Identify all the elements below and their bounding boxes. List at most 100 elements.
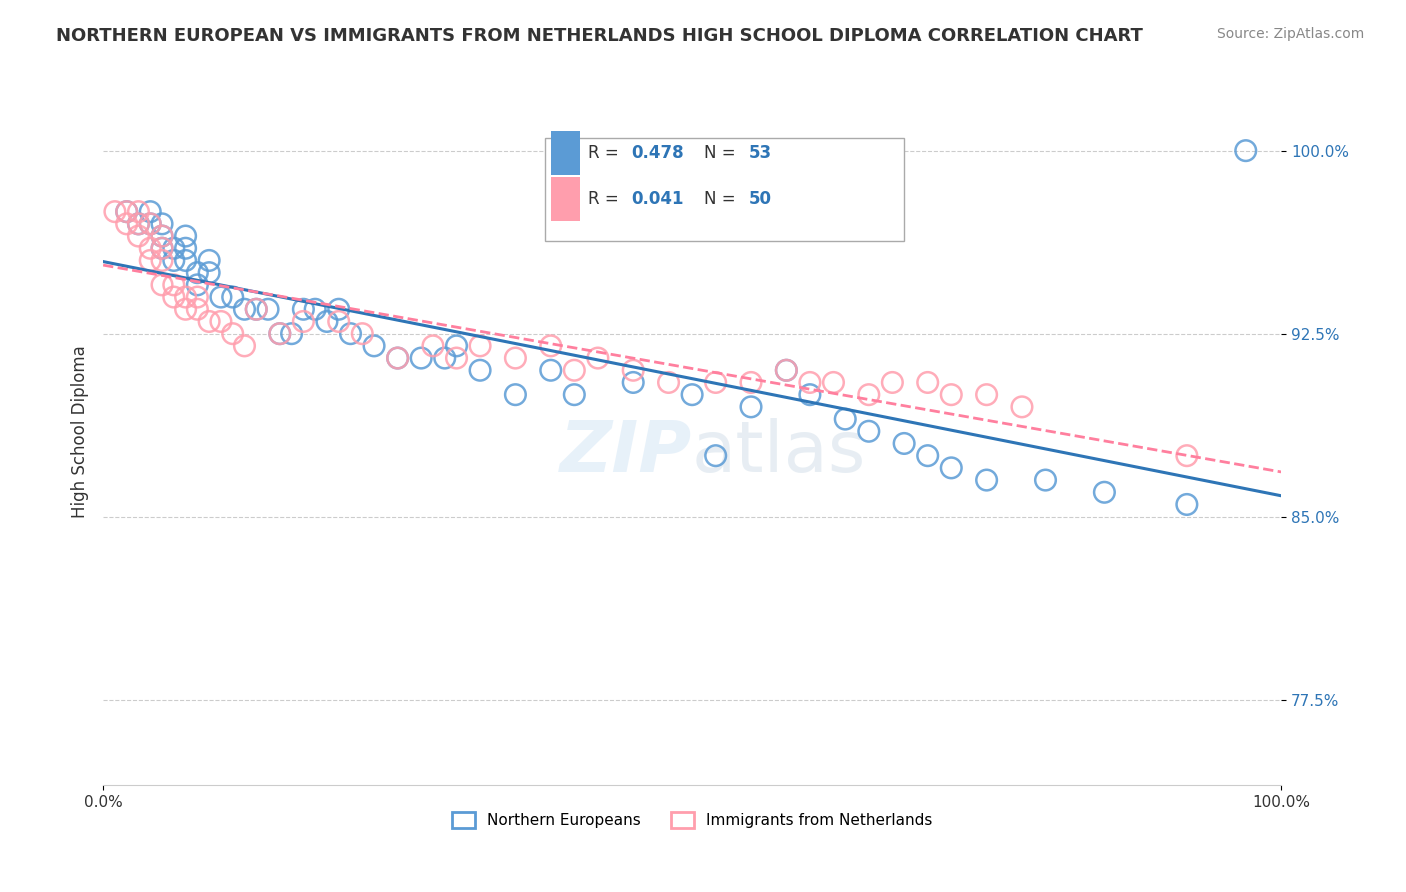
Point: [269, 326, 291, 341]
Point: [941, 461, 963, 475]
Point: [1175, 498, 1198, 512]
Text: 50: 50: [748, 191, 772, 209]
Point: [163, 253, 186, 268]
Point: [704, 449, 727, 463]
Point: [505, 387, 527, 401]
Point: [446, 351, 468, 365]
Point: [233, 302, 256, 317]
Point: [174, 241, 197, 255]
Point: [540, 339, 562, 353]
Point: [245, 302, 267, 317]
Point: [292, 314, 315, 328]
Point: [562, 387, 585, 401]
Point: [799, 376, 821, 390]
Point: [222, 290, 245, 304]
Point: [139, 253, 162, 268]
Point: [316, 314, 339, 328]
Point: [339, 326, 361, 341]
Point: [740, 376, 762, 390]
Text: R =: R =: [589, 191, 624, 209]
Point: [127, 217, 149, 231]
Point: [799, 387, 821, 401]
Point: [127, 229, 149, 244]
Point: [174, 290, 197, 304]
Point: [586, 351, 609, 365]
Point: [1175, 449, 1198, 463]
Point: [163, 241, 186, 255]
Point: [422, 339, 444, 353]
Text: N =: N =: [704, 191, 741, 209]
Point: [468, 339, 491, 353]
Point: [150, 277, 173, 292]
Point: [139, 241, 162, 255]
Point: [387, 351, 409, 365]
Point: [174, 229, 197, 244]
Point: [834, 412, 856, 426]
Point: [150, 253, 173, 268]
Point: [163, 290, 186, 304]
FancyBboxPatch shape: [546, 138, 904, 241]
Point: [292, 302, 315, 317]
Point: [139, 217, 162, 231]
Point: [505, 351, 527, 365]
Point: [740, 400, 762, 414]
Point: [621, 363, 644, 377]
Point: [328, 302, 350, 317]
Point: [245, 302, 267, 317]
Point: [150, 229, 173, 244]
Point: [917, 376, 939, 390]
Point: [468, 363, 491, 377]
Point: [139, 204, 162, 219]
Point: [917, 449, 939, 463]
Point: [198, 314, 221, 328]
Point: [1035, 473, 1057, 487]
Point: [1234, 144, 1257, 158]
Point: [775, 363, 797, 377]
Point: [1011, 400, 1033, 414]
Point: [163, 277, 186, 292]
Point: [540, 363, 562, 377]
Point: [115, 204, 138, 219]
Point: [104, 204, 127, 219]
Point: [115, 217, 138, 231]
Text: Source: ZipAtlas.com: Source: ZipAtlas.com: [1216, 27, 1364, 41]
Point: [658, 376, 681, 390]
Text: 0.478: 0.478: [631, 145, 683, 162]
Point: [198, 266, 221, 280]
Point: [433, 351, 456, 365]
Point: [882, 376, 904, 390]
Text: ZIP: ZIP: [560, 418, 692, 487]
Point: [941, 387, 963, 401]
Point: [704, 376, 727, 390]
Point: [186, 290, 208, 304]
Point: [186, 277, 208, 292]
Point: [174, 302, 197, 317]
Point: [775, 363, 797, 377]
Legend: Northern Europeans, Immigrants from Netherlands: Northern Europeans, Immigrants from Neth…: [446, 805, 939, 834]
Point: [222, 326, 245, 341]
Text: 0.041: 0.041: [631, 191, 683, 209]
Point: [363, 339, 385, 353]
Point: [139, 217, 162, 231]
Point: [621, 376, 644, 390]
Point: [858, 424, 880, 438]
Point: [446, 339, 468, 353]
Bar: [551, 178, 581, 221]
Point: [976, 387, 998, 401]
Point: [280, 326, 302, 341]
Point: [127, 217, 149, 231]
Text: N =: N =: [704, 145, 741, 162]
Point: [269, 326, 291, 341]
Point: [150, 217, 173, 231]
Point: [304, 302, 326, 317]
Point: [976, 473, 998, 487]
Text: atlas: atlas: [692, 418, 866, 487]
Point: [233, 339, 256, 353]
Point: [858, 387, 880, 401]
Point: [328, 314, 350, 328]
Point: [115, 204, 138, 219]
Point: [893, 436, 915, 450]
Point: [150, 229, 173, 244]
Y-axis label: High School Diploma: High School Diploma: [72, 345, 89, 517]
Point: [186, 266, 208, 280]
